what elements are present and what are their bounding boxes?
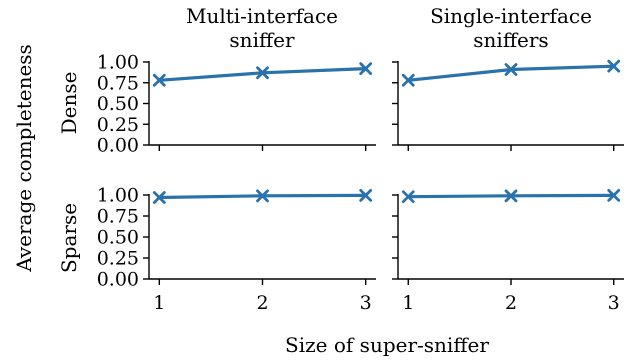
data-point-marker (401, 190, 415, 204)
marker-stroke (401, 73, 415, 87)
row-label-sparse: Sparse (57, 203, 81, 273)
marker-stroke (359, 62, 373, 76)
marker-stroke (504, 189, 518, 203)
data-point-marker (401, 73, 415, 87)
column-title-single-line2: sniffers (473, 28, 548, 52)
panel-sparse-single: 1 2 3 (392, 189, 624, 314)
data-point-marker (504, 189, 518, 203)
data-point-marker (152, 73, 166, 87)
data-point-marker (607, 59, 621, 73)
data-point-marker (504, 63, 518, 76)
marker-stroke (152, 191, 166, 204)
y-axis-label: Average completeness (12, 44, 36, 273)
marker-stroke (256, 66, 269, 80)
data-point-marker (256, 66, 269, 80)
column-title-multi-line1: Multi-interface (186, 4, 338, 28)
data-point-marker (256, 189, 269, 203)
marker-stroke (256, 189, 269, 203)
row-label-dense: Dense (57, 72, 81, 135)
panels: 0.000.250.500.751.000.000.250.500.751.00… (97, 52, 624, 314)
marker-stroke (401, 190, 415, 204)
y-tick-label: 0.50 (97, 93, 139, 115)
y-tick-label: 0.00 (97, 135, 139, 157)
data-point-marker (359, 62, 373, 76)
marker-stroke (607, 189, 621, 202)
y-tick-label: 0.25 (97, 114, 139, 136)
y-tick-label: 1.00 (97, 185, 139, 207)
y-tick-label: 0.75 (97, 72, 139, 94)
data-point-marker (607, 189, 621, 202)
x-tick-label: 1 (153, 292, 165, 314)
column-title-multi-line2: sniffer (229, 28, 295, 52)
y-tick-label: 0.50 (97, 227, 139, 249)
marker-stroke (504, 63, 518, 76)
x-tick-label: 1 (402, 292, 414, 314)
x-tick-label: 3 (608, 292, 620, 314)
y-tick-label: 0.00 (97, 269, 139, 291)
marker-stroke (359, 189, 373, 202)
panel-dense-single (392, 59, 624, 151)
marker-stroke (152, 73, 166, 87)
panel-sparse-multi: 0.000.250.500.751.00 1 2 3 (97, 185, 376, 314)
x-axis-label: Size of super-sniffer (285, 333, 489, 357)
x-tick-label: 2 (256, 292, 268, 314)
data-point-marker (359, 189, 373, 202)
panel-dense-multi: 0.000.250.500.751.00 (97, 52, 376, 157)
column-title-single-line1: Single-interface (430, 4, 592, 28)
y-tick-label: 0.25 (97, 248, 139, 270)
marker-stroke (607, 59, 621, 73)
y-tick-label: 1.00 (97, 52, 139, 74)
y-tick-label: 0.75 (97, 206, 139, 228)
data-point-marker (152, 191, 166, 204)
x-tick-label: 3 (360, 292, 372, 314)
x-tick-label: 2 (505, 292, 517, 314)
